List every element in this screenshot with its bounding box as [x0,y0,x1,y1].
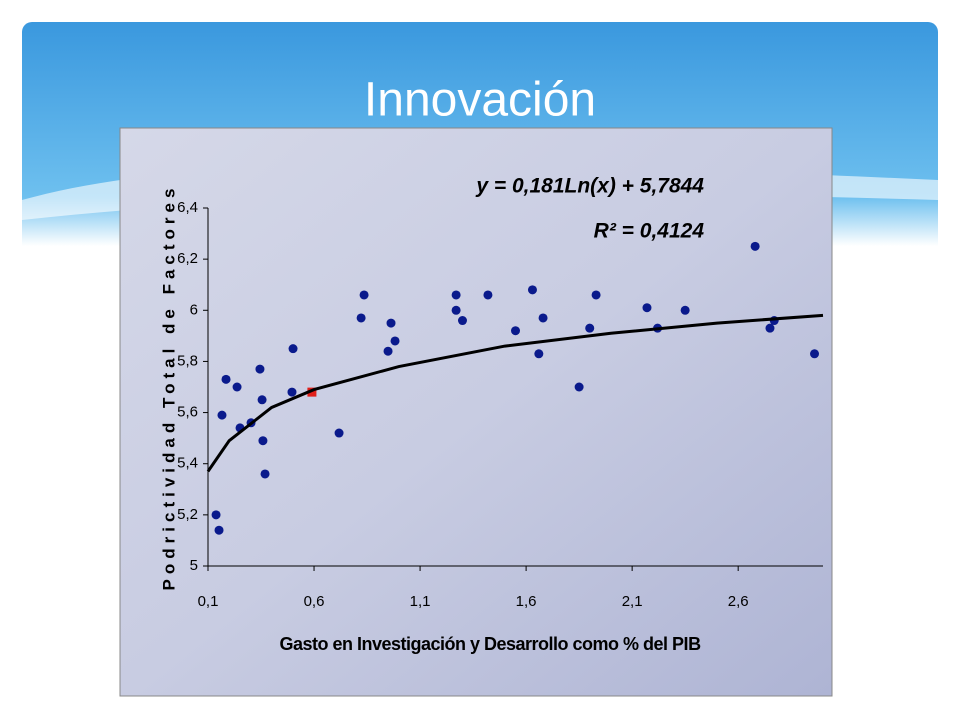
point [214,525,224,535]
y-tick-label: 6 [190,301,198,318]
point [451,290,461,300]
trend-equation: y = 0,181Ln(x) + 5,7844 [475,175,704,198]
y-tick-label: 5 [190,557,198,574]
point [642,303,652,313]
point [383,346,393,356]
point [390,336,400,346]
r-squared: R² = 0,4124 [594,220,705,243]
y-tick-label: 5,4 [177,455,198,472]
y-tick-label: 6,4 [177,199,198,216]
point [211,510,221,520]
chart-area [119,127,833,697]
point [750,241,760,251]
point [287,387,297,397]
y-axis-label: Podrictividad Total de Factores [159,184,178,591]
x-tick-label: 1,6 [516,593,537,610]
point [483,290,493,300]
point [257,395,267,405]
point [680,305,690,315]
x-axis-label: Gasto en Investigación y Desarrollo como… [279,634,701,654]
point [451,305,461,315]
point [538,313,548,323]
point [334,428,344,438]
point [232,382,242,392]
trend-line [206,313,824,473]
point [307,387,317,397]
point [534,349,544,359]
point [457,316,467,326]
point [810,349,820,359]
point [356,313,366,323]
point [217,410,227,420]
point [574,382,584,392]
point [221,374,231,384]
x-tick-label: 0,6 [304,593,325,610]
x-tick-label: 0,1 [198,593,219,610]
point [386,318,396,328]
y-tick-label: 5,2 [177,506,198,523]
point [255,364,265,374]
y-tick-label: 5,8 [177,352,198,369]
point [585,323,595,333]
point [765,323,775,333]
point [591,290,601,300]
point [511,326,520,336]
slide-title: Innovación [364,74,596,127]
x-tick-label: 1,1 [410,593,431,610]
point [359,290,369,300]
point [260,469,270,479]
point [258,436,268,446]
point [288,344,298,354]
point [527,285,537,295]
x-tick-label: 2,6 [728,593,749,610]
y-tick-label: 6,2 [177,250,198,267]
y-tick-label: 5,6 [177,404,198,421]
x-tick-label: 2,1 [622,593,643,610]
